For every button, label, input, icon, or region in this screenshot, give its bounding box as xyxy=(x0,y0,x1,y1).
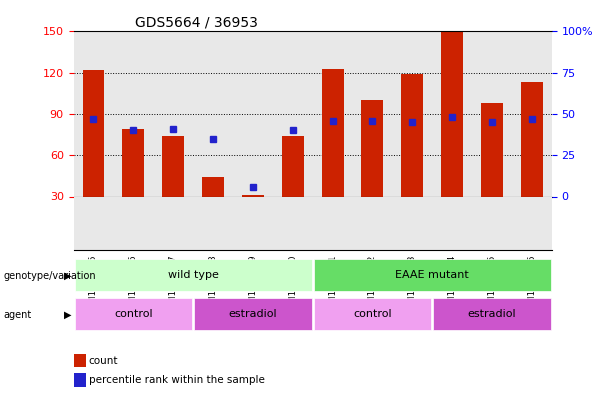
Text: agent: agent xyxy=(3,310,31,320)
Bar xyxy=(322,69,343,196)
FancyBboxPatch shape xyxy=(314,299,431,330)
Text: wild type: wild type xyxy=(168,270,218,280)
Text: estradiol: estradiol xyxy=(229,309,277,320)
FancyBboxPatch shape xyxy=(433,299,550,330)
FancyBboxPatch shape xyxy=(75,299,192,330)
Text: ▶: ▶ xyxy=(64,271,72,281)
Bar xyxy=(162,136,184,196)
Bar xyxy=(402,74,423,196)
Bar xyxy=(83,70,104,196)
Bar xyxy=(123,129,144,196)
Text: percentile rank within the sample: percentile rank within the sample xyxy=(89,375,265,386)
Text: estradiol: estradiol xyxy=(468,309,516,320)
Text: control: control xyxy=(114,309,153,320)
Bar xyxy=(242,195,264,196)
Bar xyxy=(202,177,224,196)
Text: EAAE mutant: EAAE mutant xyxy=(395,270,469,280)
Bar xyxy=(282,136,303,196)
Text: count: count xyxy=(89,356,118,366)
Bar xyxy=(521,83,543,196)
Text: ▶: ▶ xyxy=(64,310,72,320)
Bar xyxy=(481,103,503,196)
FancyBboxPatch shape xyxy=(75,259,311,291)
Bar xyxy=(362,100,383,196)
Text: control: control xyxy=(353,309,392,320)
Bar xyxy=(74,354,86,367)
Text: genotype/variation: genotype/variation xyxy=(3,271,96,281)
Bar xyxy=(74,373,86,387)
FancyBboxPatch shape xyxy=(314,259,550,291)
FancyBboxPatch shape xyxy=(194,299,311,330)
Text: GDS5664 / 36953: GDS5664 / 36953 xyxy=(135,16,257,30)
Bar xyxy=(441,31,463,196)
